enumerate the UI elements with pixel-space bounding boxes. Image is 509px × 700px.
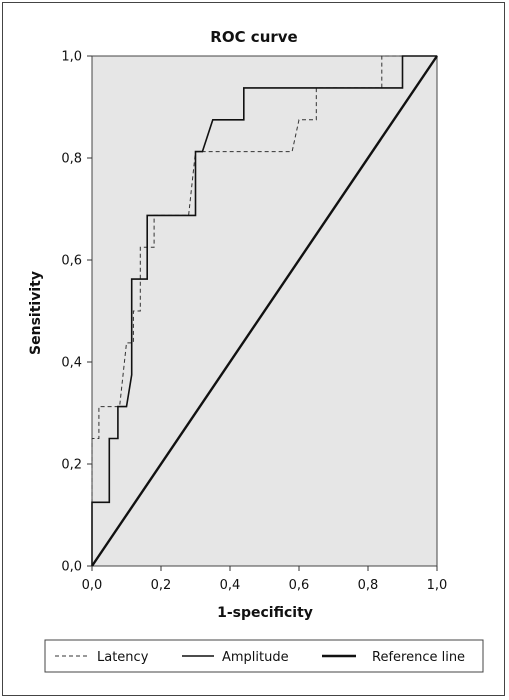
x-tick-label: 0,2 [151,578,172,593]
legend-label-latency: Latency [97,650,149,665]
x-tick-label: 0,0 [82,578,103,593]
x-tick-label: 0,6 [289,578,310,593]
legend: Latency Amplitude Reference line [44,639,484,673]
y-tick-label: 0,0 [61,560,82,575]
y-tick-label: 0,8 [61,152,82,167]
chart-title: ROC curve [210,28,297,46]
x-tick-label: 0,4 [220,578,241,593]
y-tick-label: 0,6 [61,254,82,269]
series-line-reference-line [91,55,438,567]
x-tick-label: 0,8 [358,578,379,593]
series-line-amplitude [91,55,437,566]
legend-label-reference: Reference line [372,650,465,665]
legend-label-amplitude: Amplitude [222,650,289,665]
series-layer [91,55,438,567]
y-tick-label: 0,4 [61,356,82,371]
legend-box [44,639,484,673]
tick-layer: 0,0 0,2 0,4 0,6 0,8 1,0 0,0 0,2 0,4 0,6 0,8 1,0 [61,50,447,594]
series-line-latency [91,55,437,566]
y-axis-label: Sensitivity [28,271,44,355]
x-axis-label: 1-specificity [217,605,313,621]
y-tick-label: 1,0 [61,50,82,65]
x-tick-label: 1,0 [427,578,448,593]
y-tick-label: 0,2 [61,458,82,473]
